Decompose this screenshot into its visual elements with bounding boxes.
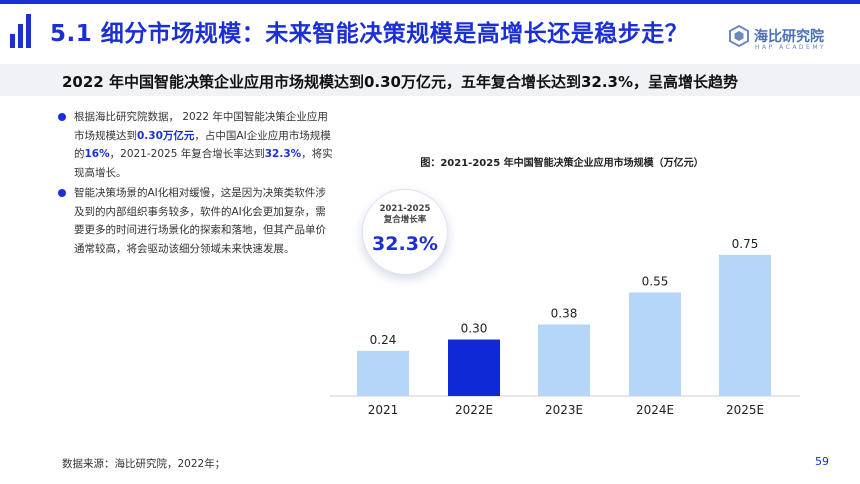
bullet-list: 根据海比研究院数据， 2022 年中国智能决策企业应用市场规模达到0.30万亿元… (58, 108, 333, 260)
cube-logo-icon (729, 25, 749, 47)
bar-2025e (719, 254, 771, 396)
highlight-share: 16% (84, 148, 110, 160)
logo-subtext: HAP ACADEMY (755, 44, 827, 51)
bullet-item-ai-adoption: 智能决策场景的AI化相对缓慢，这是因为决策类软件涉及到的内部组织事务较多，软件的… (58, 184, 333, 258)
x-tick-label: 2022E (455, 403, 493, 417)
bullet-text: ，将实现高增长。 (74, 148, 333, 179)
bullet-text: 根据海比研究院数据， 2022 年中国智能决策企业应用市场规模达到 (74, 111, 328, 142)
bullet-dot-icon (58, 189, 66, 197)
title-decoration-bars-icon (10, 14, 38, 48)
badge-period: 2021-2025 (379, 204, 431, 214)
bullet-item-market-size: 根据海比研究院数据， 2022 年中国智能决策企业应用市场规模达到0.30万亿元… (58, 108, 333, 182)
x-tick-label: 2023E (545, 403, 583, 417)
bar-chart: 0.24 2021 0.30 2022E 0.38 2023E 0.55 2024E 0.75 2… (330, 237, 800, 417)
highlight-market-size: 0.30万亿元 (137, 129, 195, 142)
chart-title: 图：2021-2025 年中国智能决策企业应用市场规模（万亿元） (420, 158, 704, 169)
badge-value: 32.3% (372, 233, 438, 255)
x-tick-label: 2025E (726, 403, 764, 417)
bullet-text: 智能决策场景的AI化相对缓慢，这是因为决策类软件涉及到的内部组织事务较多，软件的… (74, 187, 326, 255)
bar-2023e (538, 324, 590, 396)
bar-2021 (357, 350, 409, 396)
badge-label: 复合增长率 (383, 215, 427, 225)
x-tick-label: 2024E (636, 403, 674, 417)
logo-text: 海比研究院 (754, 29, 824, 45)
bar-value-label: 0.24 (370, 333, 397, 347)
bullet-dot-icon (58, 113, 66, 121)
page-number: 59 (815, 455, 829, 468)
data-source: 数据来源：海比研究院，2022年； (62, 458, 226, 470)
bar-value-label: 0.30 (461, 322, 488, 336)
page-subtitle: 2022 年中国智能决策企业应用市场规模达到0.30万亿元，五年复合增长达到32… (62, 73, 739, 91)
bar-2024e (629, 292, 681, 396)
cagr-badge: 2021-2025 复合增长率 32.3% (362, 189, 448, 275)
x-tick-label: 2021 (368, 403, 399, 417)
bar-value-label: 0.55 (642, 274, 669, 288)
bar-value-label: 0.38 (551, 306, 578, 320)
bar-2022e (448, 339, 500, 396)
page-title: 5.1 细分市场规模：未来智能决策规模是高增长还是稳步走？ (50, 21, 689, 47)
subtitle-band (0, 64, 860, 96)
bullet-text: ，2021-2025 年复合增长率达到 (109, 148, 265, 160)
highlight-cagr: 32.3% (264, 148, 302, 160)
brand-logo: 海比研究院 HAP ACADEMY (728, 23, 848, 55)
bar-value-label: 0.75 (732, 237, 759, 251)
bullet-text: ，占中国AI企业应用市场规模的 (74, 129, 331, 161)
top-accent-bar (0, 0, 860, 4)
